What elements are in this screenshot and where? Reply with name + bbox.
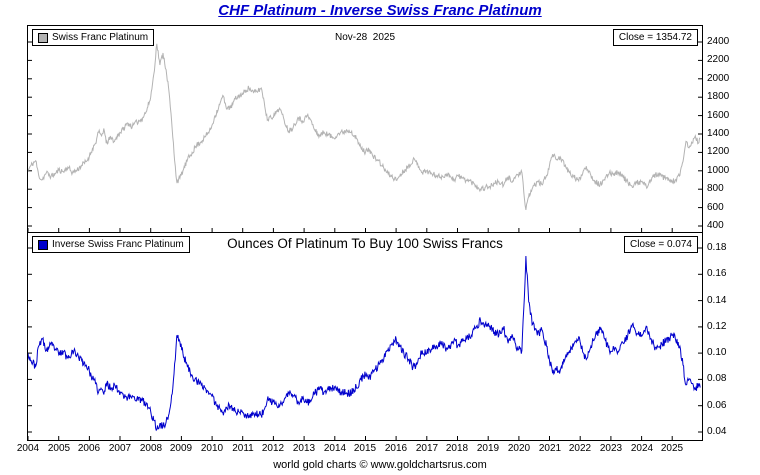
y-tick-label: 1200 [707, 146, 730, 157]
x-tick-label: 2025 [660, 443, 684, 454]
x-tick-label: 2008 [139, 443, 163, 454]
x-tick-label: 2006 [77, 443, 101, 454]
swiss-franc-platinum-plot [28, 41, 702, 232]
x-tick-label: 2015 [353, 443, 377, 454]
y-tick-label: 600 [707, 202, 724, 213]
x-tick-label: 2022 [568, 443, 592, 454]
y-tick-label: 400 [707, 220, 724, 231]
legend-label-bottom: Inverse Swiss Franc Platinum [52, 239, 184, 250]
y-tick-label: 2200 [707, 54, 730, 65]
x-tick-label: 2024 [630, 443, 654, 454]
x-tick-label: 2018 [445, 443, 469, 454]
inverse-swiss-franc-platinum-panel: Inverse Swiss Franc Platinum Ounces Of P… [27, 232, 703, 441]
x-tick-label: 2020 [507, 443, 531, 454]
x-tick-label: 2010 [200, 443, 224, 454]
y-tick-label: 1800 [707, 91, 730, 102]
x-tick-label: 2017 [415, 443, 439, 454]
inverse-swiss-franc-platinum-plot [28, 247, 702, 440]
y-tick-label: 0.18 [707, 242, 727, 253]
y-tick-label: 2400 [707, 36, 730, 47]
x-tick-label: 2014 [323, 443, 347, 454]
legend-swiss-franc-platinum: Swiss Franc Platinum [32, 29, 155, 46]
x-tick-label: 2021 [538, 443, 562, 454]
close-value-box-bottom: Close = 0.074 [624, 236, 698, 253]
legend-label-top: Swiss Franc Platinum [52, 32, 149, 43]
legend-inverse-swiss-franc-platinum: Inverse Swiss Franc Platinum [32, 236, 190, 253]
x-tick-label: 2019 [476, 443, 500, 454]
y-tick-label: 1400 [707, 128, 730, 139]
y-tick-label: 0.10 [707, 347, 727, 358]
y-axis-labels-bottom: 0.18 0.16 0.14 0.12 0.10 0.08 0.06 0.04 [707, 233, 751, 440]
x-axis-labels: 2004 2005 2006 2007 2008 2009 2010 2011 2012 2013… [17, 443, 738, 456]
y-tick-label: 0.08 [707, 373, 727, 384]
footer-credit: world gold charts © www.goldchartsrus.co… [273, 459, 487, 471]
x-tick-label: 2011 [232, 443, 254, 454]
x-tick-label: 2005 [47, 443, 71, 454]
close-value-box-top: Close = 1354.72 [612, 29, 698, 46]
y-tick-label: 0.04 [707, 426, 727, 437]
x-tick-label: 2013 [292, 443, 316, 454]
y-tick-label: 1600 [707, 110, 730, 121]
y-tick-label: 800 [707, 183, 724, 194]
x-tick-label: 2007 [108, 443, 132, 454]
swiss-franc-platinum-panel: Swiss Franc Platinum Nov-28 2025 Close =… [27, 25, 703, 233]
y-tick-label: 0.06 [707, 400, 727, 411]
y-tick-label: 0.16 [707, 268, 727, 279]
y-tick-label: 1000 [707, 165, 730, 176]
x-tick-label: 2016 [384, 443, 408, 454]
blue-series-swatch-icon [38, 239, 48, 250]
y-tick-label: 0.14 [707, 295, 727, 306]
page-title: CHF Platinum - Inverse Swiss Franc Plati… [218, 2, 542, 19]
x-tick-label: 2023 [599, 443, 623, 454]
x-tick-label: 2004 [16, 443, 40, 454]
y-tick-label: 2000 [707, 73, 730, 84]
gray-series-swatch-icon [38, 32, 48, 43]
x-tick-label: 2009 [169, 443, 193, 454]
x-tick-label: 2012 [261, 443, 285, 454]
y-tick-label: 0.12 [707, 321, 727, 332]
y-axis-labels-top: 2400 2200 2000 1800 1600 1400 1200 1000 800 600 40… [707, 26, 751, 232]
